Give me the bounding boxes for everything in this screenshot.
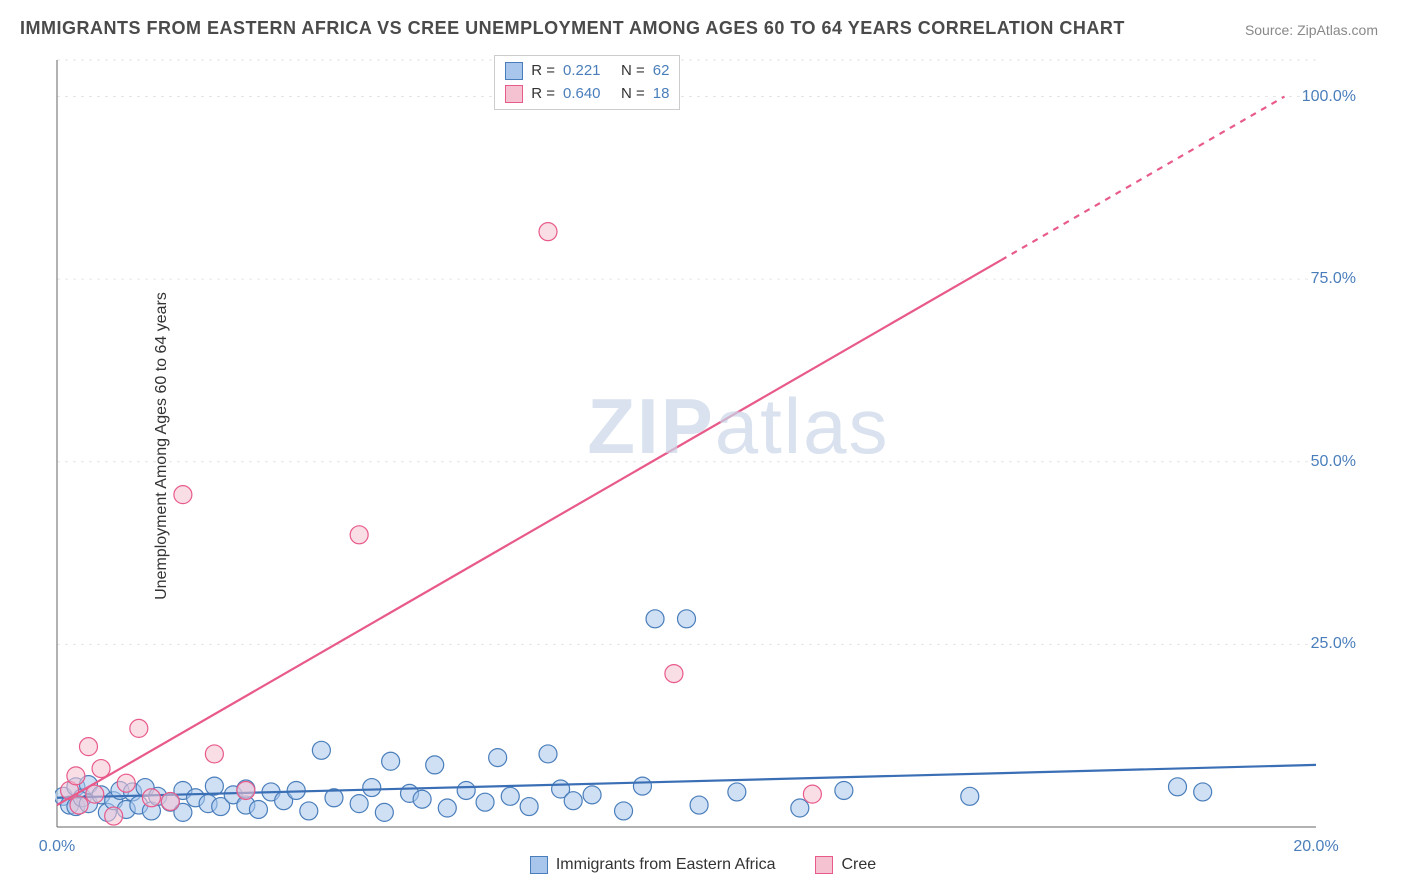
legend-swatch [505, 85, 523, 103]
legend-stat-row: R = 0.640 N = 18 [505, 83, 669, 106]
source-label: Source: ZipAtlas.com [1245, 22, 1378, 38]
legend-series: Immigrants from Eastern Africa Cree [0, 856, 1406, 874]
chart-title: IMMIGRANTS FROM EASTERN AFRICA VS CREE U… [20, 18, 1125, 39]
legend-r-label: R = [531, 83, 555, 106]
x-tick-label: 0.0% [39, 838, 75, 856]
legend-series-item: Immigrants from Eastern Africa [530, 856, 776, 874]
y-tick-label: 75.0% [1311, 270, 1356, 288]
legend-stat-row: R = 0.221 N = 62 [505, 60, 669, 83]
scatter-svg [55, 55, 1386, 832]
y-tick-label: 50.0% [1311, 453, 1356, 471]
legend-n-value: 62 [653, 60, 670, 83]
x-tick-label: 20.0% [1293, 838, 1338, 856]
legend-n-label: N = [621, 60, 645, 83]
y-tick-label: 100.0% [1302, 88, 1356, 106]
legend-n-value: 18 [653, 83, 670, 106]
plot-area: ZIPatlas R =0.221N =62R =0.640N =18 25.0… [55, 55, 1386, 832]
legend-r-value: 0.221 [563, 60, 613, 83]
legend-swatch [530, 856, 548, 874]
legend-r-label: R = [531, 60, 555, 83]
legend-stats: R = 0.221 N = 62 R = 0.640 N = 18 [494, 55, 680, 110]
legend-n-label: N = [621, 83, 645, 106]
legend-series-label: Cree [841, 856, 876, 874]
legend-r-value: 0.640 [563, 83, 613, 106]
legend-swatch [505, 62, 523, 80]
y-tick-label: 25.0% [1311, 635, 1356, 653]
legend-series-label: Immigrants from Eastern Africa [556, 856, 776, 874]
legend-series-item: Cree [815, 856, 876, 874]
legend-swatch [815, 856, 833, 874]
